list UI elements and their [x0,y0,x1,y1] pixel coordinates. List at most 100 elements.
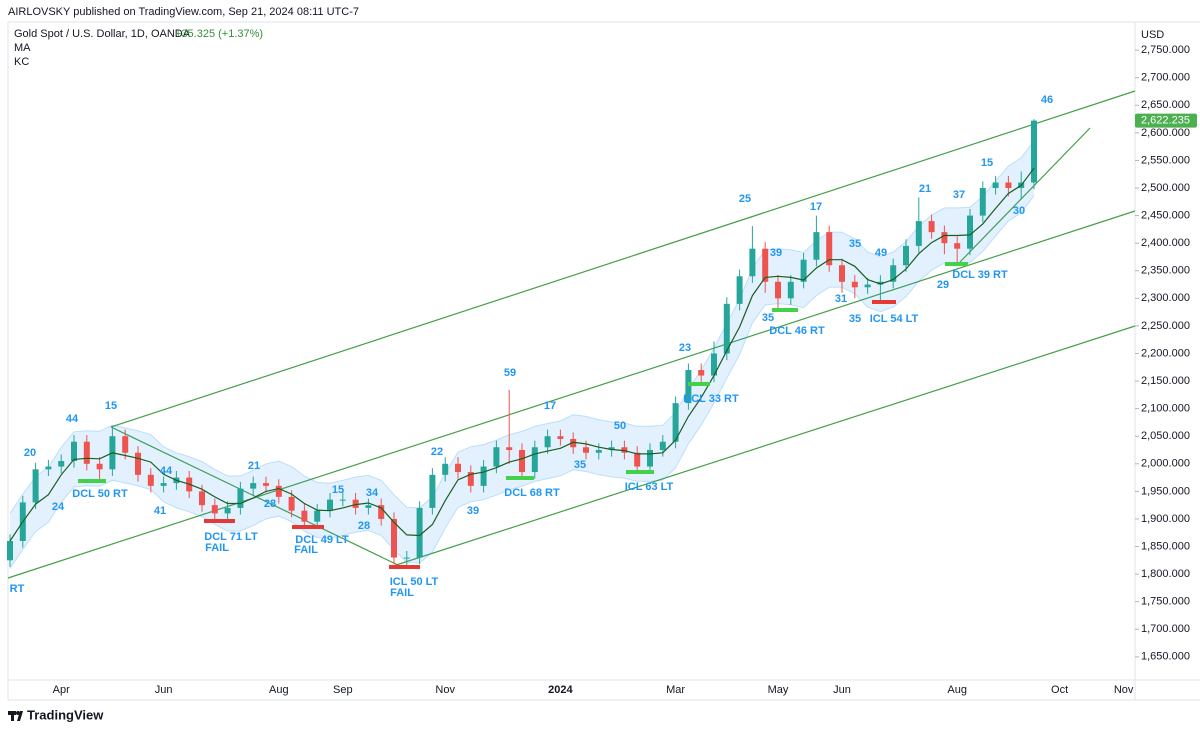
y-tick-label: 2,250.000 [1141,320,1190,332]
candle-body [58,461,65,467]
y-tick-label: 1,800.000 [1141,568,1190,580]
candle-body [7,541,13,561]
candle-body [506,447,513,451]
candle-body [122,436,129,453]
cycle-annotation: 49 [875,247,887,259]
candle-body [339,499,346,501]
candle-body [327,499,333,511]
candle-body [608,447,615,451]
candle-body [467,472,474,486]
y-tick-label: 2,000.000 [1141,458,1190,470]
cycle-annotation: 35 [849,238,861,250]
y-tick-label: 2,050.000 [1141,430,1190,442]
candle-body [839,265,845,282]
cycle-annotation: 28 [264,498,276,510]
x-tick-label: Mar [666,684,685,696]
candle-body [890,265,897,282]
cycle-annotation: DCL 46 RT [769,325,825,337]
cycle-annotation: DCL 33 RT [683,393,739,405]
cycle-annotation: 31 [835,293,847,305]
cycle-annotation: 22 [431,446,443,458]
candle-body [160,483,167,486]
y-tick-label: 2,200.000 [1141,347,1190,359]
x-tick-label: Oct [1051,684,1068,696]
y-tick-label: 2,400.000 [1141,237,1190,249]
price-change: +35.325 (+1.37%) [175,28,263,40]
candle-body [442,463,449,475]
trend-line [110,90,1136,428]
cycle-annotation: FAIL [294,544,318,556]
cycle-annotation: RT [10,583,25,595]
publisher-line: AIRLOVSKY published on TradingView.com, … [8,6,359,18]
cycle-annotation: 15 [981,157,993,169]
candle-body [672,403,679,442]
y-tick-label: 2,300.000 [1141,292,1190,304]
plot-area [7,90,1136,579]
cycle-annotation: 30 [1013,205,1025,217]
tradingview-logo [8,711,23,721]
candle-body [941,232,948,244]
candle-body [698,370,705,376]
candle-body [314,510,321,522]
candle-body [864,284,871,288]
trend-line [389,325,1136,568]
candle-body [199,491,205,506]
y-tick-label: 1,950.000 [1141,485,1190,497]
candle-body [480,466,487,486]
cycle-annotation: 41 [154,505,166,517]
cycle-annotation: ICL 50 LT [390,576,439,588]
candle-body [762,248,769,282]
candle-body [250,483,257,489]
symbol-title: Gold Spot / U.S. Dollar, 1D, OANDA [14,28,191,40]
x-tick-label: Apr [53,684,70,696]
kc-upper-line [9,140,1035,514]
y-tick-label: 1,900.000 [1141,513,1190,525]
candle-body [992,182,999,189]
candle-body [813,232,820,260]
candle-body [659,441,666,451]
cycle-annotation: ICL 54 LT [870,313,919,325]
cycle-annotation: 44 [160,465,173,477]
cycle-annotation: 25 [739,193,751,205]
cycle-annotation: 35 [574,459,586,471]
cycle-annotation: 35 [849,313,861,325]
cycle-annotation: 23 [679,342,691,354]
candle-body [135,452,141,475]
cycle-annotation: DCL 50 RT [72,488,128,500]
candle-body [877,281,884,285]
x-tick-label: Aug [947,684,967,696]
cycle-annotation: 21 [248,460,260,472]
candle-body [96,463,103,470]
cycle-annotation: 46 [1041,94,1053,106]
candle-body [583,447,589,453]
indicator-label: KC [14,56,29,68]
y-tick-label: 2,600.000 [1141,127,1190,139]
cycle-annotation: FAIL [390,587,414,599]
candle-body [634,452,641,467]
candle-body [595,450,602,453]
cycle-annotation: FAIL [205,542,229,554]
x-tick-label: Jun [155,684,173,696]
candle-body [352,499,359,508]
footer-brand: TradingView [27,707,104,722]
candle-body [1031,120,1037,183]
candle-body [224,507,231,514]
y-tick-label: 1,650.000 [1141,651,1190,663]
candle-body [800,259,807,282]
y-tick-label: 2,350.000 [1141,265,1190,277]
candle-body [83,441,90,464]
y-tick-label: 1,850.000 [1141,540,1190,552]
candle-body [903,245,909,266]
candle-body [954,243,961,249]
candle-body [531,447,538,473]
cycle-annotation: 20 [24,447,36,459]
candle-body [378,505,385,519]
candle-body [647,450,653,467]
cycle-annotation: 24 [52,501,65,513]
currency-label: USD [1141,29,1164,41]
last-price-tag [1135,113,1197,128]
candle-body [301,510,308,522]
